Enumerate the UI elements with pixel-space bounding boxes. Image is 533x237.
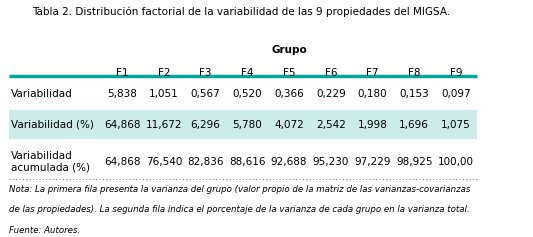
Text: F3: F3 xyxy=(199,68,212,78)
Text: 2,542: 2,542 xyxy=(316,120,346,130)
Text: F7: F7 xyxy=(366,68,379,78)
Text: 64,868: 64,868 xyxy=(104,120,141,130)
Text: 0,520: 0,520 xyxy=(232,89,262,99)
Bar xyxy=(9,80,477,108)
Text: 11,672: 11,672 xyxy=(146,120,182,130)
Bar xyxy=(9,110,477,140)
Bar xyxy=(9,144,477,179)
Text: Fuente: Autores.: Fuente: Autores. xyxy=(9,226,80,235)
Text: Variabilidad: Variabilidad xyxy=(11,89,73,99)
Text: Nota: La primera fila presenta la varianza del grupo (valor propio de la matriz : Nota: La primera fila presenta la varian… xyxy=(9,185,470,194)
Text: 98,925: 98,925 xyxy=(396,157,432,167)
Text: 1,998: 1,998 xyxy=(358,120,387,130)
Text: F4: F4 xyxy=(241,68,254,78)
Text: 5,780: 5,780 xyxy=(232,120,262,130)
Text: 92,688: 92,688 xyxy=(271,157,308,167)
Text: 97,229: 97,229 xyxy=(354,157,391,167)
Text: F1: F1 xyxy=(116,68,128,78)
Text: 0,366: 0,366 xyxy=(274,89,304,99)
Text: 82,836: 82,836 xyxy=(188,157,224,167)
Text: F9: F9 xyxy=(450,68,462,78)
Text: de las propiedades). La segunda fila indica el porcentaje de la varianza de cada: de las propiedades). La segunda fila ind… xyxy=(9,205,470,214)
Text: 1,051: 1,051 xyxy=(149,89,179,99)
Text: 100,00: 100,00 xyxy=(438,157,474,167)
Text: Variabilidad
acumulada (%): Variabilidad acumulada (%) xyxy=(11,151,90,172)
Text: 0,097: 0,097 xyxy=(441,89,471,99)
Text: 1,075: 1,075 xyxy=(441,120,471,130)
Text: 95,230: 95,230 xyxy=(313,157,349,167)
Text: 0,153: 0,153 xyxy=(399,89,429,99)
Text: 1,696: 1,696 xyxy=(399,120,429,130)
Text: 4,072: 4,072 xyxy=(274,120,304,130)
Text: 5,838: 5,838 xyxy=(107,89,137,99)
Text: 0,229: 0,229 xyxy=(316,89,346,99)
Text: 88,616: 88,616 xyxy=(229,157,265,167)
Text: F8: F8 xyxy=(408,68,421,78)
Text: 76,540: 76,540 xyxy=(146,157,182,167)
Text: Grupo: Grupo xyxy=(271,45,307,55)
Text: 0,180: 0,180 xyxy=(358,89,387,99)
Text: 0,567: 0,567 xyxy=(191,89,221,99)
Text: F5: F5 xyxy=(283,68,295,78)
Text: 64,868: 64,868 xyxy=(104,157,141,167)
Text: Variabilidad (%): Variabilidad (%) xyxy=(11,120,94,130)
Text: Tabla 2. Distribución factorial de la variabilidad de las 9 propiedades del MIGS: Tabla 2. Distribución factorial de la va… xyxy=(33,7,451,17)
Text: F2: F2 xyxy=(158,68,170,78)
Text: F6: F6 xyxy=(325,68,337,78)
Text: 6,296: 6,296 xyxy=(191,120,221,130)
